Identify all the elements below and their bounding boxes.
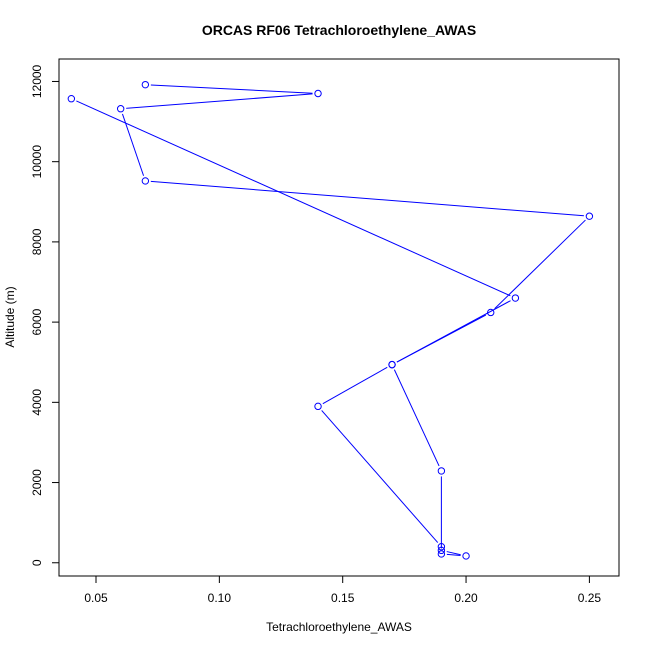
series-line-segment bbox=[446, 551, 461, 556]
series-line-segment bbox=[393, 369, 440, 467]
series-line-segment bbox=[121, 113, 145, 176]
data-point bbox=[141, 177, 150, 185]
data-point bbox=[462, 552, 470, 560]
data-point bbox=[314, 402, 322, 411]
data-point bbox=[437, 546, 446, 555]
y-tick-label: 8000 bbox=[30, 228, 44, 255]
data-point bbox=[437, 467, 446, 475]
x-tick-label: 0.25 bbox=[578, 591, 602, 605]
data-point bbox=[388, 360, 396, 369]
y-tick-label: 2000 bbox=[30, 469, 44, 496]
x-axis-label: Tetrachloroethylene_AWAS bbox=[266, 620, 412, 634]
x-tick-label: 0.15 bbox=[331, 591, 355, 605]
y-tick-label: 4000 bbox=[30, 389, 44, 416]
y-tick-label: 0 bbox=[30, 559, 44, 566]
x-axis: 0.05 0.10 0.15 0.20 0.25 bbox=[84, 576, 601, 605]
data-point bbox=[585, 212, 594, 220]
y-tick-label: 12000 bbox=[30, 64, 44, 98]
series-line-segment bbox=[126, 93, 313, 109]
chart-title: ORCAS RF06 Tetrachloroethylene_AWAS bbox=[202, 22, 476, 38]
data-point bbox=[511, 294, 520, 302]
series-line-segment bbox=[322, 366, 388, 405]
x-tick-label: 0.10 bbox=[208, 591, 232, 605]
series-line-segment bbox=[494, 219, 586, 310]
data-point bbox=[67, 95, 76, 103]
data-point bbox=[141, 80, 150, 89]
data-point bbox=[116, 105, 125, 113]
y-tick-label: 10000 bbox=[30, 145, 44, 179]
y-axis: 0 2000 4000 6000 8000 10000 12000 bbox=[30, 64, 59, 566]
x-tick-label: 0.05 bbox=[84, 591, 108, 605]
data-point bbox=[314, 89, 322, 98]
plot-frame bbox=[58, 58, 620, 577]
y-axis-label: Altitude (m) bbox=[3, 286, 17, 347]
y-tick-label: 6000 bbox=[30, 308, 44, 335]
data-point bbox=[437, 543, 446, 551]
series-line-segment bbox=[150, 180, 584, 217]
data-point bbox=[437, 550, 446, 558]
series-group bbox=[67, 80, 594, 560]
x-tick-label: 0.20 bbox=[454, 591, 478, 605]
series-line-segment bbox=[321, 410, 439, 543]
series-line-segment bbox=[150, 84, 313, 94]
series-line-segment bbox=[446, 553, 461, 556]
series-line-segment bbox=[396, 300, 511, 363]
series-line-segment bbox=[76, 100, 511, 297]
data-point bbox=[487, 308, 495, 317]
